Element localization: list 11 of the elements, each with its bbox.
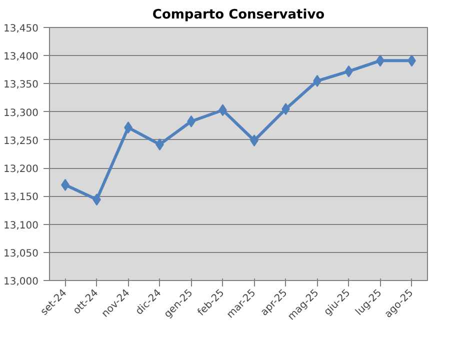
- y-tick-label: 13,200: [4, 164, 39, 176]
- y-tick-label: 13,100: [4, 220, 39, 232]
- y-tick-label: 13,150: [4, 192, 39, 204]
- y-tick-label: 13,000: [4, 276, 39, 288]
- chart-title: Comparto Conservativo: [152, 8, 325, 22]
- y-tick-label: 13,450: [4, 24, 39, 34]
- y-tick-label: 13,400: [4, 52, 39, 63]
- y-tick-label: 13,350: [4, 80, 39, 91]
- y-tick-label: 13,050: [4, 248, 39, 260]
- y-tick-label: 13,250: [4, 136, 39, 147]
- y-tick-label: 13,300: [4, 108, 39, 119]
